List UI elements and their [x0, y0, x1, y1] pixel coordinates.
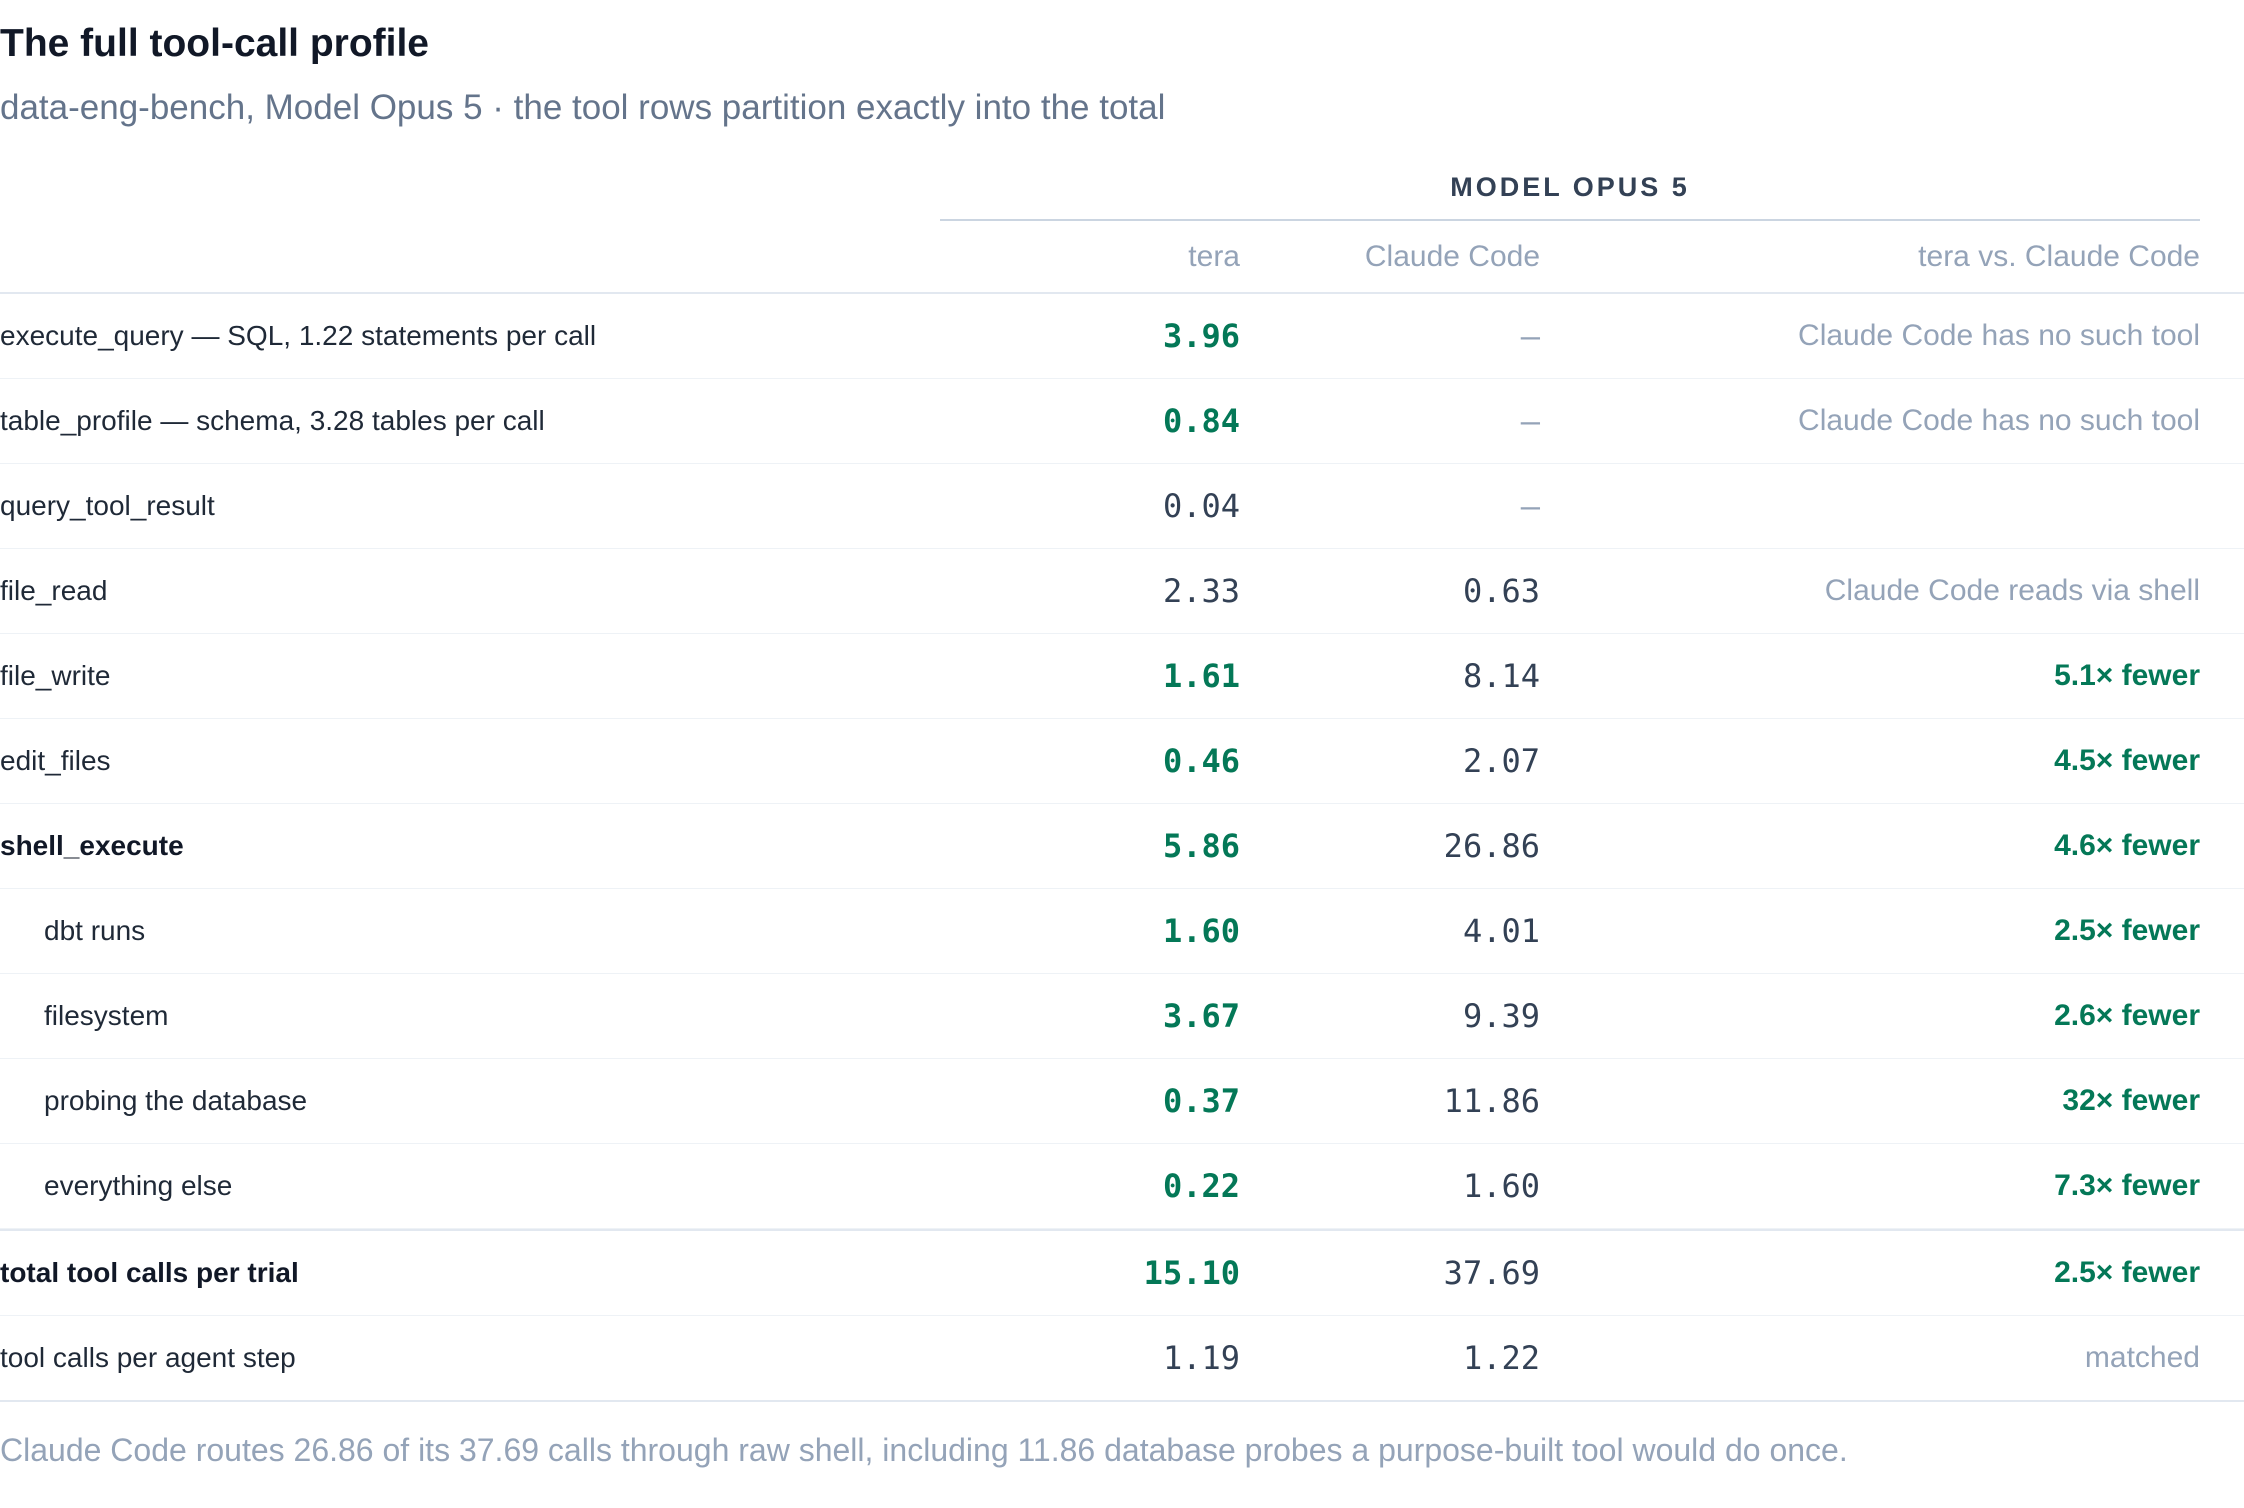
- row-label: tool calls per agent step: [0, 1342, 296, 1373]
- comparison-note: 4.6× fewer: [2054, 829, 2200, 862]
- tool-call-table: execute_query — SQL, 1.22 statements per…: [0, 294, 2244, 1402]
- row-label: filesystem: [44, 1000, 169, 1031]
- comparison-note: 5.1× fewer: [2054, 659, 2200, 692]
- comparison-note: matched: [2084, 1341, 2200, 1374]
- claude-code-value: 0.63: [1462, 572, 1540, 610]
- row-label: query_tool_result: [0, 490, 215, 521]
- tera-value: 0.46: [1162, 742, 1240, 780]
- row-label: table_profile — schema, 3.28 tables per …: [0, 405, 545, 436]
- column-header-claude-code: Claude Code: [1364, 240, 1540, 273]
- claude-code-value: 1.60: [1462, 1167, 1540, 1205]
- comparison-note: Claude Code has no such tool: [1798, 404, 2200, 437]
- comparison-note: 32× fewer: [2062, 1084, 2200, 1117]
- row-label: probing the database: [44, 1085, 308, 1116]
- tera-value: 0.04: [1162, 487, 1240, 525]
- comparison-note: 2.5× fewer: [2054, 1256, 2200, 1289]
- table-row-edit-files: edit_files 0.46 2.07 4.5× fewer: [0, 719, 2244, 804]
- comparison-note: 2.5× fewer: [2054, 914, 2200, 947]
- table-row-execute-query: execute_query — SQL, 1.22 statements per…: [0, 294, 2244, 379]
- tera-value: 3.96: [1162, 317, 1240, 355]
- row-label: file_write: [0, 660, 111, 691]
- page-subtitle: data-eng-bench, Model Opus 5 · the tool …: [0, 88, 1166, 127]
- row-label: dbt runs: [44, 915, 146, 946]
- claude-code-value: 9.39: [1462, 997, 1540, 1035]
- row-label: edit_files: [0, 745, 111, 776]
- column-group-label: MODEL OPUS 5: [1450, 172, 1690, 202]
- claude-code-value: —: [1520, 402, 1540, 440]
- table-row-shell-execute: shell_execute 5.86 26.86 4.6× fewer: [0, 804, 2244, 889]
- claude-code-value: 8.14: [1462, 657, 1540, 695]
- footnote: Claude Code routes 26.86 of its 37.69 ca…: [0, 1432, 1848, 1468]
- row-label: total tool calls per trial: [0, 1257, 299, 1288]
- tera-value: 1.61: [1162, 657, 1240, 695]
- claude-code-value: —: [1520, 487, 1540, 525]
- comparison-note: 7.3× fewer: [2054, 1169, 2200, 1202]
- header-divider: [0, 292, 2244, 294]
- comparison-note: 2.6× fewer: [2054, 999, 2200, 1032]
- row-label: execute_query — SQL, 1.22 statements per…: [0, 320, 597, 351]
- tera-value: 3.67: [1162, 997, 1240, 1035]
- tera-value: 0.22: [1162, 1167, 1240, 1205]
- claude-code-value: 4.01: [1462, 912, 1540, 950]
- claude-code-value: —: [1520, 317, 1540, 355]
- table-row-total: total tool calls per trial 15.10 37.69 2…: [0, 1229, 2244, 1316]
- claude-code-value: 11.86: [1443, 1082, 1540, 1120]
- claude-code-value: 37.69: [1443, 1254, 1540, 1292]
- row-label: shell_execute: [0, 830, 184, 861]
- table-row-probing-database: probing the database 0.37 11.86 32× fewe…: [0, 1059, 2244, 1144]
- tera-value: 15.10: [1143, 1254, 1240, 1292]
- page-title: The full tool-call profile: [0, 22, 429, 65]
- column-group-divider: [940, 219, 2200, 221]
- table-row-everything-else: everything else 0.22 1.60 7.3× fewer: [0, 1144, 2244, 1229]
- table-row-file-write: file_write 1.61 8.14 5.1× fewer: [0, 634, 2244, 719]
- column-header-tera: tera: [1188, 240, 1240, 273]
- tera-value: 5.86: [1162, 827, 1240, 865]
- row-label: file_read: [0, 575, 108, 606]
- table-row-filesystem: filesystem 3.67 9.39 2.6× fewer: [0, 974, 2244, 1059]
- column-header-comparison: tera vs. Claude Code: [1918, 240, 2200, 273]
- comparison-note: Claude Code has no such tool: [1798, 319, 2200, 352]
- table-row-calls-per-step: tool calls per agent step 1.19 1.22 matc…: [0, 1316, 2244, 1402]
- tera-value: 0.37: [1162, 1082, 1240, 1120]
- tera-value: 1.60: [1162, 912, 1240, 950]
- table-row-file-read: file_read 2.33 0.63 Claude Code reads vi…: [0, 549, 2244, 634]
- tera-value: 1.19: [1162, 1339, 1240, 1377]
- claude-code-value: 1.22: [1462, 1339, 1540, 1377]
- table-row-table-profile: table_profile — schema, 3.28 tables per …: [0, 379, 2244, 464]
- tera-value: 2.33: [1162, 572, 1240, 610]
- row-label: everything else: [44, 1170, 233, 1201]
- table-row-query-tool-result: query_tool_result 0.04 —: [0, 464, 2244, 549]
- comparison-note: 4.5× fewer: [2054, 744, 2200, 777]
- table-row-dbt-runs: dbt runs 1.60 4.01 2.5× fewer: [0, 889, 2244, 974]
- comparison-note: Claude Code reads via shell: [1824, 574, 2200, 607]
- claude-code-value: 2.07: [1462, 742, 1540, 780]
- claude-code-value: 26.86: [1443, 827, 1540, 865]
- tera-value: 0.84: [1162, 402, 1240, 440]
